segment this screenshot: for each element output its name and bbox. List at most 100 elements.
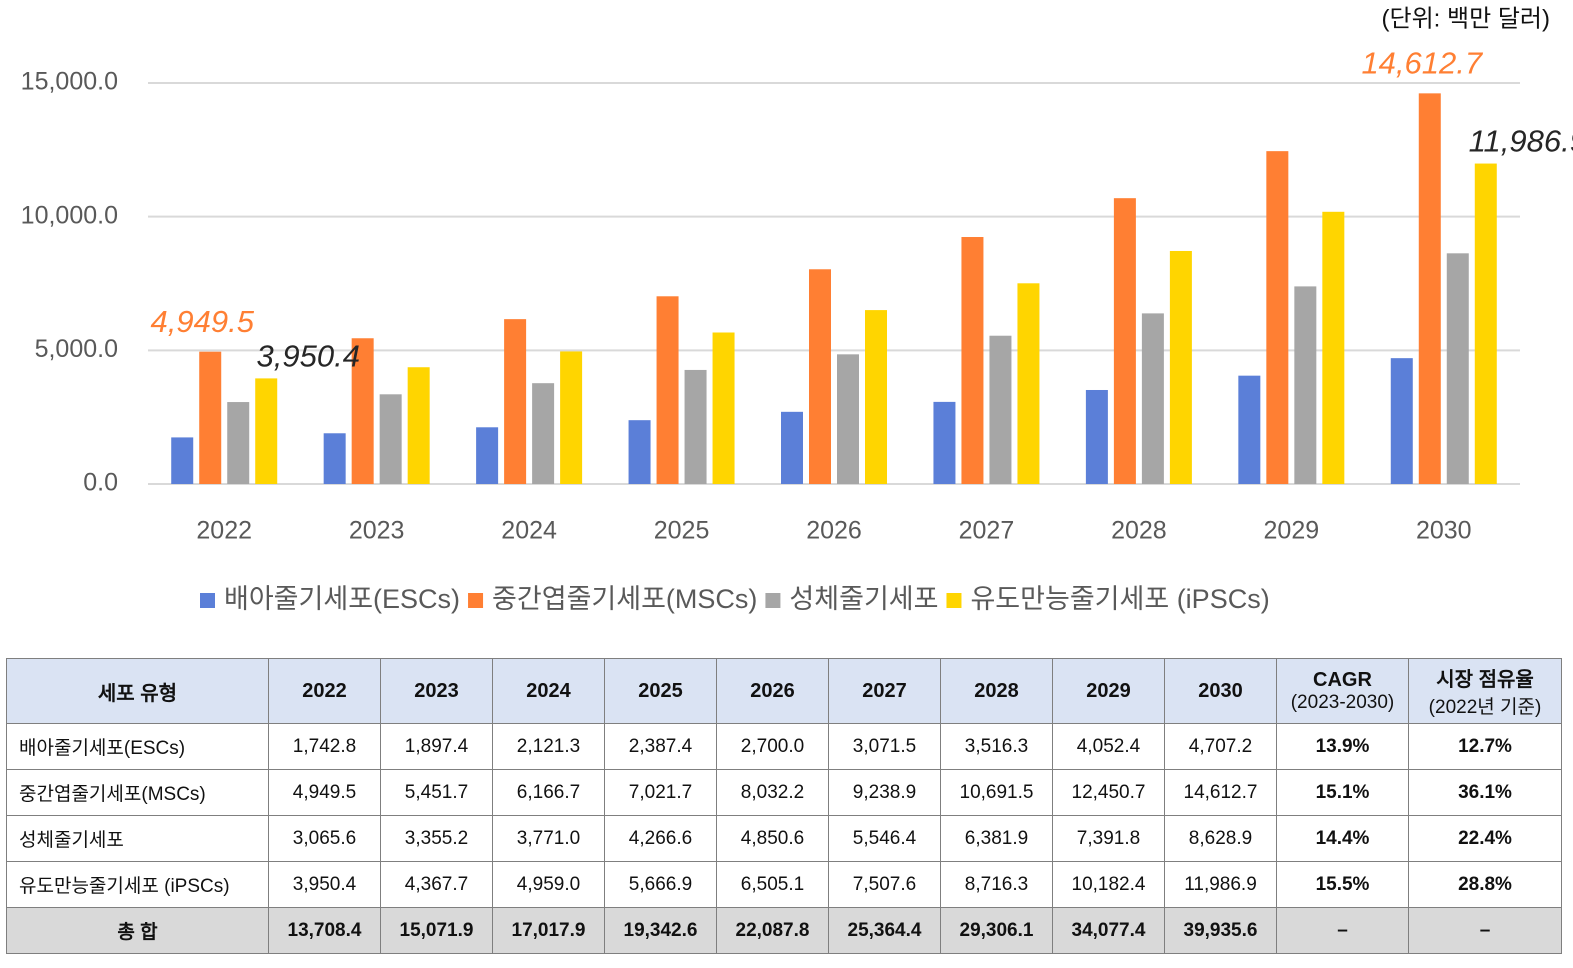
- table-cell: 12.7%: [1408, 723, 1562, 770]
- bar: [255, 378, 278, 484]
- table-cell: 5,666.9: [604, 861, 717, 908]
- table-cell: 3,516.3: [940, 723, 1053, 770]
- table-cell: 3,071.5: [828, 723, 941, 770]
- table-cell: 3,950.4: [268, 861, 381, 908]
- total-cell: 22,087.8: [716, 907, 829, 954]
- unit-note: (단위: 백만 달러): [1382, 5, 1550, 32]
- table-cell: 4,959.0: [492, 861, 605, 908]
- table-cell: 7,021.7: [604, 769, 717, 816]
- legend-label: 성체줄기세포: [789, 584, 938, 614]
- bar: [476, 427, 499, 484]
- header-cell: 시장 점유율 (2022년 기준): [1408, 658, 1562, 724]
- bar: [532, 383, 555, 484]
- table-cell: 3,771.0: [492, 815, 605, 862]
- table-cell: 10,182.4: [1052, 861, 1165, 908]
- x-tick-label: 2023: [349, 517, 405, 545]
- bar: [961, 237, 984, 484]
- bar: [1390, 358, 1413, 484]
- bar: [379, 394, 402, 484]
- table-cell: 4,052.4: [1052, 723, 1165, 770]
- x-tick-label: 2028: [1111, 517, 1167, 545]
- x-tick-label: 2024: [501, 517, 557, 545]
- table-cell: 3,065.6: [268, 815, 381, 862]
- header-cell: 2023: [380, 658, 493, 724]
- bar: [199, 351, 222, 484]
- table-cell: 5,451.7: [380, 769, 493, 816]
- legend-label: 중간엽줄기세포(MSCs): [492, 584, 757, 614]
- table-cell: 4,367.7: [380, 861, 493, 908]
- bar: [684, 369, 707, 484]
- bar: [1294, 286, 1317, 484]
- table-cell: 배아줄기세포(ESCs): [6, 723, 269, 770]
- bar: [1238, 375, 1261, 484]
- header-cell: 2030: [1164, 658, 1277, 724]
- bar: [1322, 211, 1345, 484]
- bar: [656, 296, 679, 484]
- total-cell: 25,364.4: [828, 907, 941, 954]
- table-cell: 8,716.3: [940, 861, 1053, 908]
- table-cell: 성체줄기세포: [6, 815, 269, 862]
- total-cell: 총 합: [6, 907, 269, 954]
- bar: [1141, 313, 1164, 484]
- x-tick-label: 2025: [654, 517, 710, 545]
- y-tick-label: 15,000.0: [21, 68, 118, 96]
- table-cell: 1,897.4: [380, 723, 493, 770]
- header-cell: 2029: [1052, 658, 1165, 724]
- total-cell: –: [1276, 907, 1409, 954]
- header-cell: 2026: [716, 658, 829, 724]
- bar: [171, 437, 194, 484]
- table-row: 중간엽줄기세포(MSCs) 4,949.5 5,451.7 6,166.7 7,021.…: [6, 769, 1562, 816]
- data-label: 3,950.4: [257, 339, 360, 374]
- legend-swatch: [946, 593, 962, 608]
- header-title: CAGR: [1313, 668, 1372, 691]
- header-cell: 2028: [940, 658, 1053, 724]
- y-tick-label: 5,000.0: [35, 335, 118, 363]
- header-cell: 2027: [828, 658, 941, 724]
- data-label: 4,949.5: [151, 304, 255, 339]
- table-cell: 2,700.0: [716, 723, 829, 770]
- header-cell: CAGR (2023-2030): [1276, 658, 1409, 724]
- data-table: 세포 유형 2022 2023 2024 2025 2026 2027 2028 2029 203…: [6, 658, 1562, 954]
- bar: [351, 338, 374, 484]
- bar: [712, 332, 735, 484]
- bar: [628, 420, 651, 484]
- table-cell: 중간엽줄기세포(MSCs): [6, 769, 269, 816]
- table-row: 성체줄기세포 3,065.6 3,355.2 3,771.0 4,266.6 4,850.…: [6, 815, 1562, 862]
- bar: [865, 310, 887, 484]
- bar: [1266, 151, 1289, 484]
- legend-swatch: [468, 593, 484, 608]
- header-sub: (2023-2030): [1290, 691, 1395, 713]
- bar: [1169, 250, 1192, 484]
- table-row: 배아줄기세포(ESCs) 1,742.8 1,897.4 2,121.3 2,387.4…: [6, 723, 1562, 770]
- bar: [781, 411, 803, 484]
- table-cell: 12,450.7: [1052, 769, 1165, 816]
- table-cell: 유도만능줄기세포 (iPSCs): [6, 861, 269, 908]
- bar: [989, 335, 1012, 484]
- table-row: 유도만능줄기세포 (iPSCs) 3,950.4 4,367.7 4,959.0 5,6…: [6, 861, 1562, 908]
- bar: [560, 351, 583, 484]
- chart: (단위: 백만 달러) 0.0 5,000.0 10,000.0 15,000.0 20…: [21, 5, 1573, 614]
- table-cell: 36.1%: [1408, 769, 1562, 816]
- table-cell: 6,505.1: [716, 861, 829, 908]
- table-cell: 6,381.9: [940, 815, 1053, 862]
- table-cell: 7,507.6: [828, 861, 941, 908]
- table-cell: 4,266.6: [604, 815, 717, 862]
- total-cell: 17,017.9: [492, 907, 605, 954]
- table-cell: 3,355.2: [380, 815, 493, 862]
- bar: [504, 319, 527, 484]
- table-cell: 13.9%: [1276, 723, 1409, 770]
- header-sub: (2022년 기준): [1428, 697, 1542, 718]
- data-label: 14,612.7: [1361, 46, 1483, 81]
- table-cell: 10,691.5: [940, 769, 1053, 816]
- x-tick-label: 2026: [806, 517, 862, 545]
- header-cell: 2024: [492, 658, 605, 724]
- header-cell: 세포 유형: [6, 658, 269, 724]
- header-title: 시장 점유율: [1436, 669, 1534, 691]
- y-tick-label: 0.0: [83, 469, 118, 497]
- table-cell: 2,121.3: [492, 723, 605, 770]
- table-cell: 2,387.4: [604, 723, 717, 770]
- bar: [1446, 253, 1469, 484]
- total-cell: 19,342.6: [604, 907, 717, 954]
- total-cell: –: [1408, 907, 1562, 954]
- x-tick-label: 2029: [1264, 517, 1320, 545]
